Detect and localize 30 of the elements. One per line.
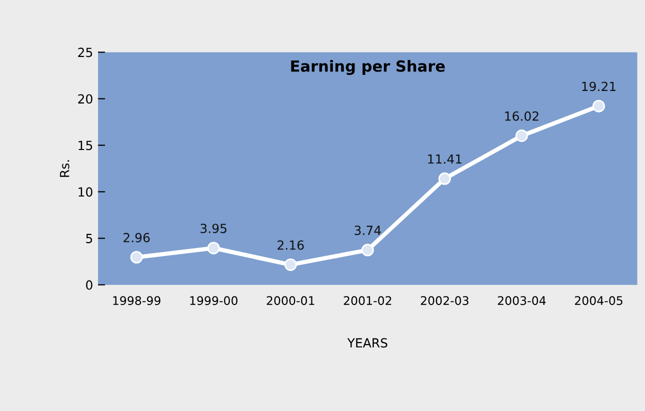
data-label: 3.95 (200, 224, 226, 234)
data-label: 19.21 (582, 82, 616, 92)
data-label: 2.16 (278, 240, 304, 250)
y-tick-label: 25 (78, 48, 92, 58)
y-axis-title: Rs. (60, 160, 70, 177)
x-tick-label: 2003-04 (498, 296, 546, 306)
x-tick-label: 1999-00 (190, 296, 238, 306)
y-tick-label: 20 (78, 94, 92, 104)
x-tick-label: 2004-05 (574, 296, 622, 306)
point (592, 100, 605, 112)
data-label: 11.41 (428, 154, 462, 164)
point (284, 258, 297, 271)
point (130, 251, 143, 264)
text: Earning per Share (291, 60, 445, 75)
x-tick-label: 2000-01 (266, 296, 314, 306)
y-tick-label: 5 (86, 234, 92, 244)
y-tick-label: 0 (86, 280, 92, 290)
y-tick-label: 10 (78, 187, 92, 197)
point (207, 242, 220, 254)
data-label: 3.74 (354, 226, 381, 236)
point (515, 130, 528, 142)
data-label: 16.02 (505, 111, 538, 121)
x-axis-title: YEARS (347, 338, 388, 348)
x-tick-label: 2001-02 (344, 296, 392, 306)
x-tick-label: 1998-99 (113, 296, 160, 306)
data-label: 2.96 (124, 232, 150, 242)
x-tick-label: 2002-03 (420, 296, 468, 306)
point (438, 172, 451, 185)
y-tick-label: 15 (78, 140, 92, 150)
point (361, 244, 374, 256)
